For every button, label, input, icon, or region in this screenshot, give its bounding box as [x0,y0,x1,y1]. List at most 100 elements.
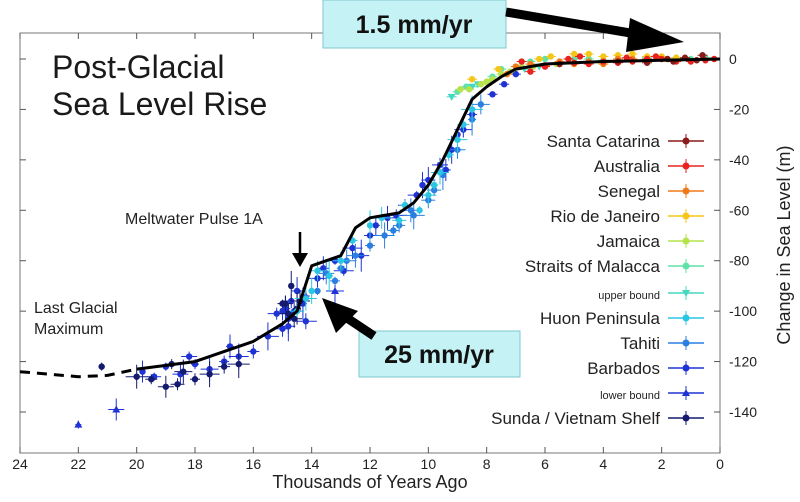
data-point [390,227,397,234]
y-tick-label: -140 [729,404,757,420]
data-point [185,353,193,360]
data-point [465,86,473,93]
data-point [174,381,181,388]
data-point [180,368,187,375]
legend-marker [682,414,690,422]
data-point [416,207,423,214]
x-axis-label: Thousands of Years Ago [272,472,467,492]
legend: Santa Catarina Australia Senegal Rio de Jan… [491,132,704,428]
callout-top-arrow-icon [626,18,684,52]
x-tick-label: 22 [71,456,87,472]
data-point [366,242,374,249]
callout-bottom: 25 mm/yr [322,298,521,378]
data-point [576,53,584,60]
legend-label: Senegal [598,182,660,201]
x-tick-label: 0 [716,456,724,472]
x-tick-label: 12 [362,456,378,472]
data-point [279,325,286,332]
data-point [527,68,534,75]
legend-item: Senegal [598,182,704,201]
data-point [600,53,607,60]
x-tick-label: 8 [483,456,491,472]
legend-label: Australia [594,157,661,176]
data-point [314,287,321,295]
legend-item: Straits of Malacca [525,257,704,276]
x-tick-label: 18 [187,456,203,472]
callout-top-arrow-shaft [505,7,637,39]
legend-marker [682,364,690,372]
callout-bottom-text: 25 mm/yr [384,341,494,369]
data-point [337,257,345,264]
data-point [535,55,543,63]
legend-item: lower bound [600,386,704,402]
legend-marker [682,389,690,396]
legend-item: Tahiti [620,334,704,353]
legend-marker [682,314,690,322]
legend-label: upper bound [598,290,660,302]
legend-item: Sunda / Vietnam Shelf [491,409,704,428]
data-point [407,207,415,214]
data-point [148,376,155,383]
y-tick-label: -60 [729,202,749,218]
data-point [308,287,315,295]
legend-label: Tahiti [620,334,660,353]
y-tick-label: -40 [729,152,749,168]
data-point [457,86,464,93]
data-point [331,286,339,294]
data-point [477,81,485,88]
data-point [285,310,292,317]
data-point [565,55,572,63]
legend-marker [682,162,690,170]
data-point [623,54,630,61]
y-tick-label: -120 [729,354,757,370]
data-point [206,370,213,378]
data-point [273,310,280,317]
legend-item: Australia [594,157,704,176]
x-tick-label: 4 [599,456,607,472]
callout-bottom-arrow-icon [322,298,358,333]
x-tick-label: 24 [12,456,28,472]
data-point [430,186,438,194]
legend-marker [682,237,690,245]
x-tick-label: 10 [421,456,437,472]
data-point [191,376,199,383]
data-point [74,420,83,428]
data-point [112,405,121,413]
data-point [320,265,327,272]
data-point [279,300,286,307]
trend-line-solid [136,57,721,371]
data-point [570,50,578,58]
meltwater-arrow-icon [292,253,308,267]
data-point [285,323,292,330]
data-point [468,83,477,91]
data-point [512,70,520,78]
data-point [468,75,476,83]
data-point [395,217,403,224]
data-point [302,295,310,302]
legend-marker [682,339,690,347]
chart-title-line2: Sea Level Rise [52,86,267,122]
data-point [372,222,380,229]
trend-lines [19,57,721,379]
data-point [381,232,388,239]
data-point [325,272,333,280]
legend-label: lower bound [600,390,660,402]
data-point [419,181,426,189]
data-point [133,373,140,380]
data-point [250,348,257,355]
legend-item: Santa Catarina [547,132,704,151]
data-point [629,50,636,58]
data-point [489,91,496,98]
x-tick-label: 14 [304,456,320,472]
data-point [436,169,444,176]
legend-item: upper bound [598,286,704,302]
callout-top-box [322,0,507,49]
callout-bottom-box [358,330,521,378]
data-point [352,252,359,259]
data-point [483,78,490,85]
legend-item: Barbados [587,359,704,378]
data-point [442,166,450,174]
y-axis-label: Change in Sea Level (m) [774,145,794,344]
